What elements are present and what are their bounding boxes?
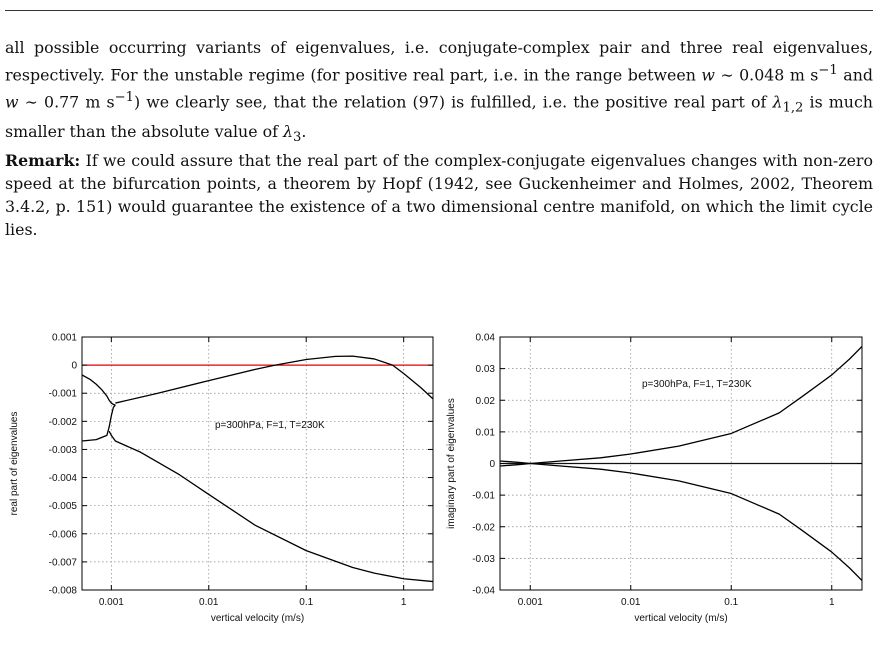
remark-label: Remark:: [5, 150, 81, 170]
series-line-1: [500, 460, 862, 581]
y-axis-label: imaginary part of eigenvalues: [446, 398, 457, 529]
y-tick-label-5: -0.004: [49, 473, 78, 484]
math-w-value-2: ∼ 0.77 m s: [18, 92, 115, 112]
y-tick-label-5: -0.01: [472, 491, 495, 502]
y-tick-label-0: 0.04: [476, 333, 496, 344]
x-axis-label: vertical velocity (m/s): [211, 613, 304, 624]
paragraph-remark: Remark: If we could assure that the real…: [5, 149, 873, 241]
y-tick-label-8: -0.007: [49, 557, 78, 568]
paragraph-unstable-regime: all possible occurring variants of eigen…: [5, 36, 873, 149]
x-tick-label-2: 0.1: [724, 597, 738, 608]
y-tick-label-0: 0.001: [52, 333, 77, 344]
figure-imaginary-part: 0.001 0.01 0.1 1 0.04 0.03 0.02 0.01 0 -0.01 -0.02…: [442, 332, 872, 640]
x-tick-label-3: 1: [829, 597, 835, 608]
plot-annotation: p=300hPa, F=1, T=230K: [642, 379, 752, 390]
x-tick-label-0: 0.001: [99, 597, 124, 608]
x-tick-label-0: 0.001: [518, 597, 543, 608]
page-header-rule: [5, 10, 873, 11]
paragraph-text-4: .: [301, 121, 307, 141]
math-w-1: w: [701, 65, 715, 85]
y-tick-label-8: -0.04: [472, 586, 495, 597]
y-tick-label-4: 0: [489, 459, 495, 470]
x-tick-label-2: 0.1: [299, 597, 313, 608]
y-tick-label-2: 0.02: [476, 396, 496, 407]
math-lambda-12-sub: 1,2: [782, 100, 804, 116]
y-tick-label-7: -0.006: [49, 529, 78, 540]
series-line-3: [108, 430, 433, 583]
y-tick-label-2: -0.001: [49, 389, 78, 400]
series-line-0: [500, 346, 862, 467]
math-lambda-3-sub: 3: [292, 129, 302, 145]
figure-caption-area: [0, 640, 881, 659]
x-tick-label-1: 0.01: [199, 597, 219, 608]
plot-frame: [81, 336, 434, 591]
math-exp-2: −1: [114, 90, 134, 106]
y-tick-label-3: 0.01: [476, 427, 496, 438]
y-tick-label-1: 0.03: [476, 364, 496, 375]
x-tick-label-1: 0.01: [621, 597, 641, 608]
series-line-2: [115, 355, 433, 404]
body-text: all possible occurring variants of eigen…: [5, 36, 873, 241]
x-tick-label-3: 1: [401, 597, 407, 608]
series-line-0: [82, 374, 116, 406]
y-tick-label-6: -0.005: [49, 501, 78, 512]
series-line-1: [82, 404, 116, 442]
y-tick-label-9: -0.008: [49, 586, 78, 597]
math-w-value-1: ∼ 0.048 m s: [714, 65, 819, 85]
x-axis-label: vertical velocity (m/s): [634, 613, 727, 624]
y-axis-label: real part of eigenvalues: [9, 412, 20, 516]
math-lambda-3: λ: [282, 121, 293, 141]
math-exp-1: −1: [818, 63, 838, 78]
y-tick-label-1: 0: [71, 361, 77, 372]
y-tick-label-3: -0.002: [49, 417, 78, 428]
plot-annotation: p=300hPa, F=1, T=230K: [215, 420, 325, 431]
chart-imaginary-part-eigenvalues: 0.001 0.01 0.1 1 0.04 0.03 0.02 0.01 0 -0.01 -0.02…: [446, 333, 863, 624]
figure-real-part: 0.001 0.01 0.1 1 0.001 0 -0.001 -0.002 -0.003 -0.…: [5, 332, 435, 640]
paragraph-text-2: ) we clearly see, that the relation (97)…: [133, 92, 773, 112]
math-lambda-12: λ: [772, 92, 783, 112]
chart-real-part-eigenvalues: 0.001 0.01 0.1 1 0.001 0 -0.001 -0.002 -0.003 -0.…: [9, 333, 434, 624]
paragraph-text-3: is much smaller than the absolute value …: [5, 92, 873, 141]
y-tick-label-4: -0.003: [49, 445, 78, 456]
remark-text: If we could assure that the real part of…: [5, 150, 873, 239]
paragraph-text-and: and: [837, 65, 873, 85]
y-tick-label-6: -0.02: [472, 522, 495, 533]
math-w-2: w: [5, 92, 19, 112]
y-tick-label-7: -0.03: [472, 554, 495, 565]
paragraph-text-1: all possible occurring variants of eigen…: [5, 38, 873, 85]
